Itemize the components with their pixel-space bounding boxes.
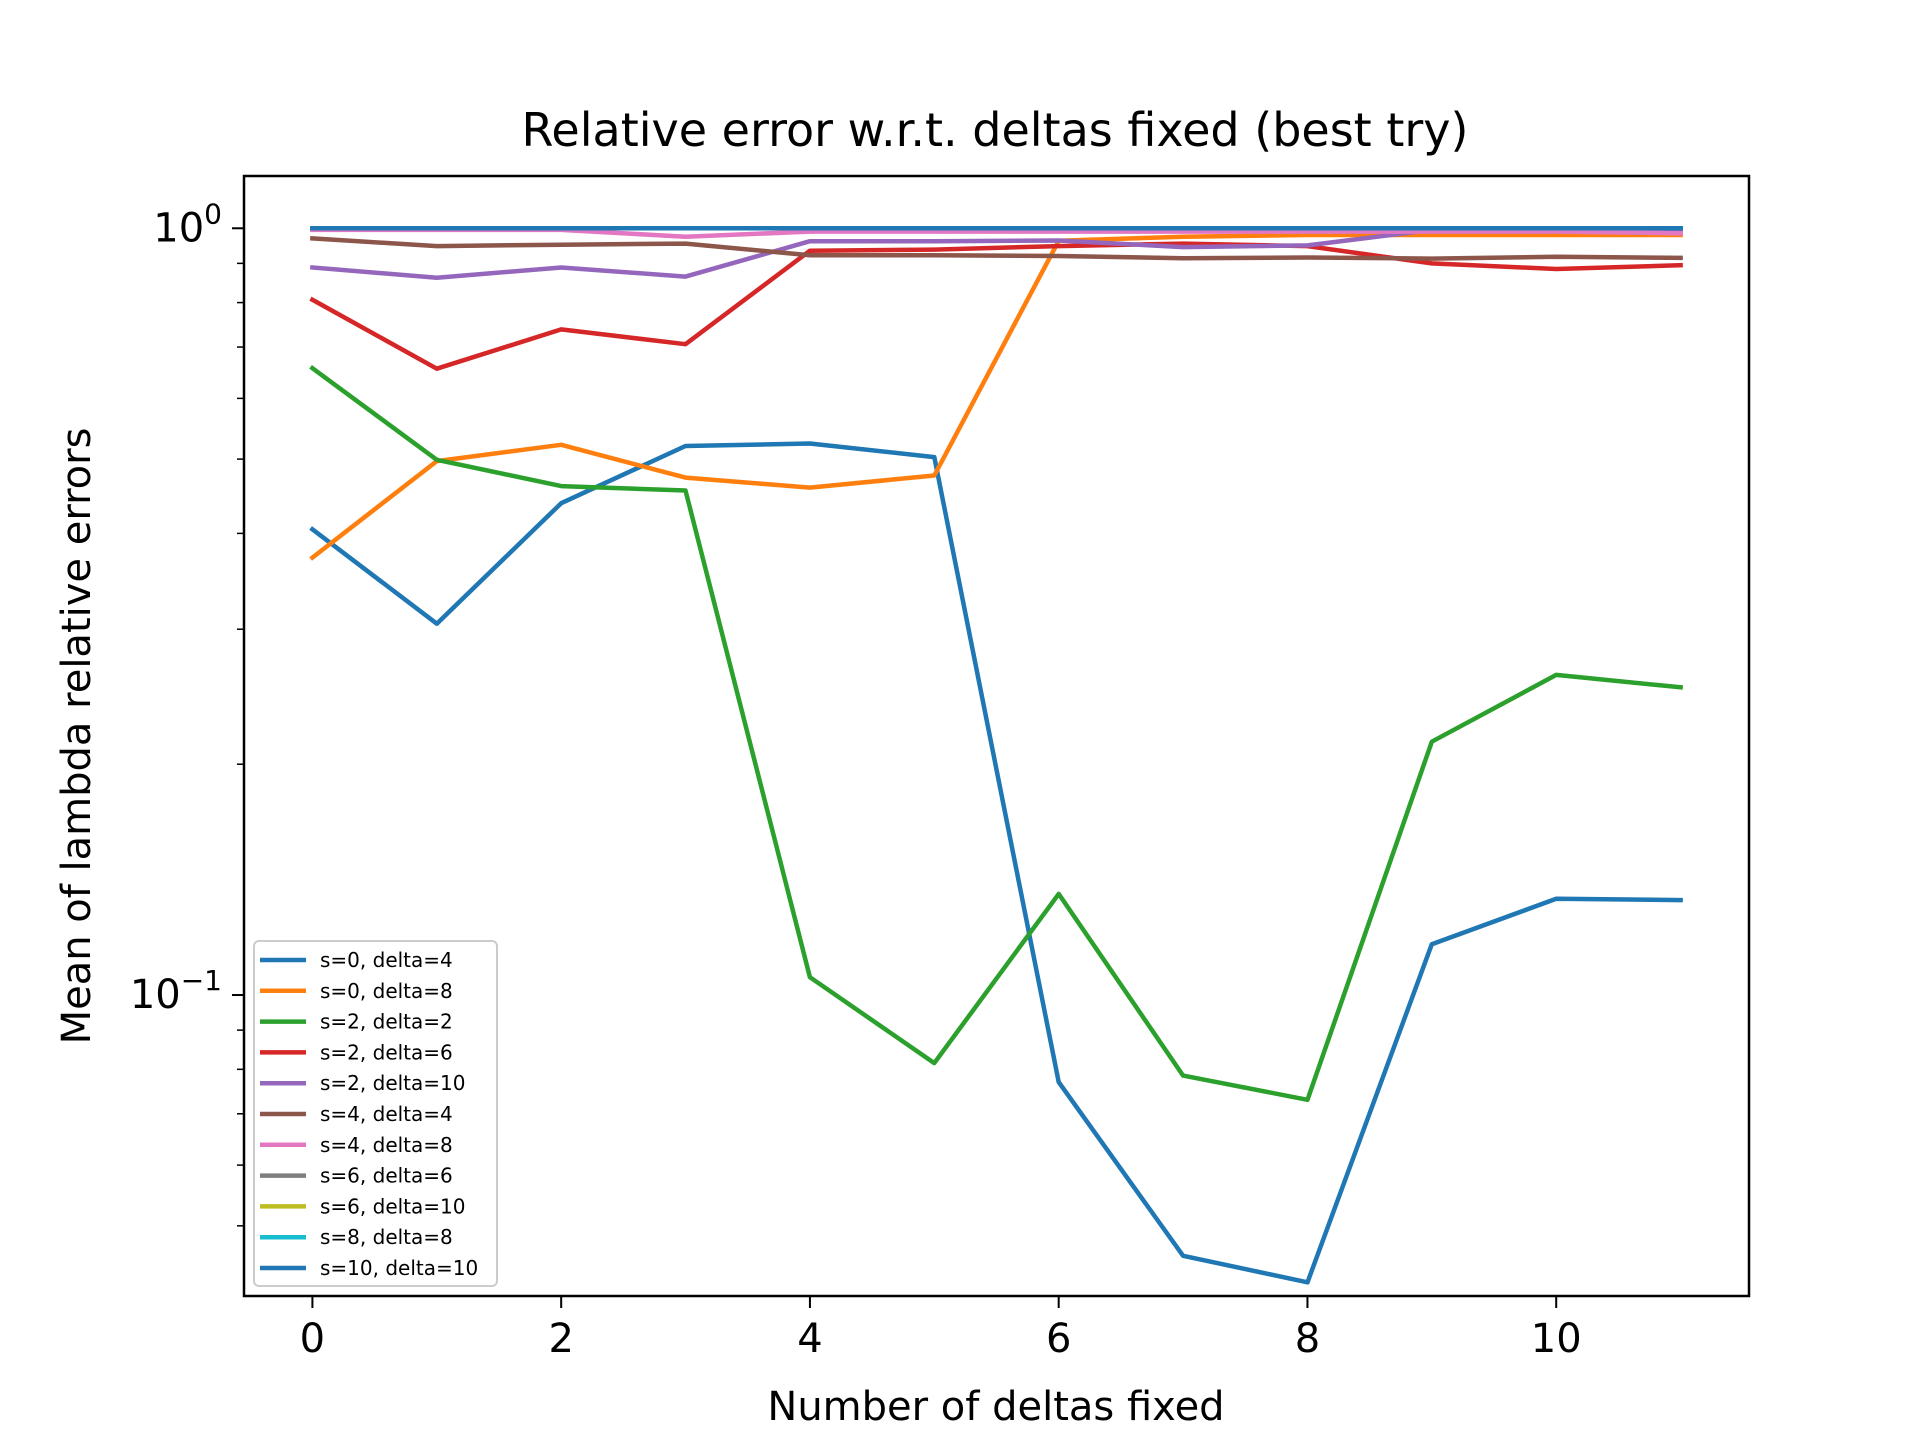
- legend-label-8: s=6, delta=10: [320, 1194, 465, 1218]
- legend-label-2: s=2, delta=2: [320, 1010, 453, 1034]
- legend-label-9: s=8, delta=8: [320, 1225, 453, 1249]
- series-line-5: [310, 236, 1683, 261]
- legend-label-6: s=4, delta=8: [320, 1133, 453, 1157]
- x-tick-label-0: 0: [300, 1316, 325, 1362]
- series-line-3: [309, 241, 1683, 371]
- chart-title: Relative error w.r.t. deltas fixed (best…: [522, 103, 1469, 157]
- legend-label-3: s=2, delta=6: [320, 1040, 453, 1064]
- legend-label-0: s=0, delta=4: [320, 948, 453, 972]
- legend-label-4: s=2, delta=10: [320, 1071, 465, 1095]
- legend-label-7: s=6, delta=6: [320, 1164, 453, 1188]
- legend-label-10: s=10, delta=10: [320, 1256, 478, 1280]
- legend-frame: [253, 940, 498, 1287]
- x-tick-label-4: 8: [1295, 1316, 1320, 1362]
- x-axis-label: Number of deltas fixed: [767, 1384, 1224, 1430]
- legend: s=0, delta=4 s=0, delta=8 s=2, delta=2 s=2,…: [253, 940, 498, 1287]
- series-line-1: [309, 232, 1683, 561]
- legend-label-1: s=0, delta=8: [320, 979, 453, 1003]
- x-tick-label-2: 4: [797, 1316, 822, 1362]
- y-tick-label-1: 10−1: [130, 964, 222, 1018]
- legend-label-5: s=4, delta=4: [320, 1102, 453, 1126]
- plot-frame: [242, 174, 1751, 1298]
- x-tick-label-1: 2: [548, 1316, 573, 1362]
- y-tick-label-0: 100: [153, 197, 222, 251]
- x-tick-label-3: 6: [1046, 1316, 1071, 1362]
- x-axis: 0 2 4 6 8 10: [300, 1296, 1582, 1362]
- y-axis-label: Mean of lambda relative errors: [54, 428, 100, 1045]
- y-axis: 100 10−1: [130, 197, 244, 1227]
- series-line-2: [309, 365, 1684, 1103]
- series-line-0: [309, 441, 1683, 1285]
- x-tick-label-5: 10: [1531, 1316, 1582, 1362]
- series-layer: [309, 226, 1684, 1285]
